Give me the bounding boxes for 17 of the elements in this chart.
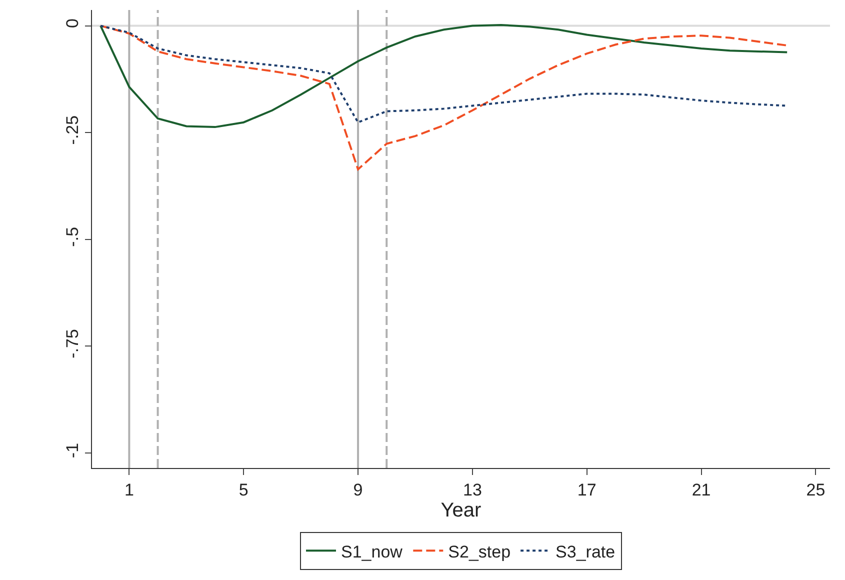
x-tick-label: 25 xyxy=(806,480,826,500)
x-tick-label: 5 xyxy=(238,480,248,500)
x-tick-label: 17 xyxy=(577,480,596,500)
y-tick-label: -.25 xyxy=(63,115,82,145)
legend-label: S1_now xyxy=(341,542,404,562)
y-tick-label: -1 xyxy=(63,442,82,458)
y-tick-label: -.5 xyxy=(63,226,82,247)
x-tick-label: 9 xyxy=(353,480,363,500)
line-series xyxy=(100,24,788,170)
y-tick-label: 0 xyxy=(63,18,82,28)
x-tick-label: 1 xyxy=(124,480,134,500)
x-tick-label: 13 xyxy=(462,480,482,500)
x-tick-label: 21 xyxy=(692,480,711,500)
x-axis-title: Year xyxy=(440,499,482,522)
legend-label: S2_step xyxy=(448,542,511,562)
y-tick-label: -.75 xyxy=(63,329,82,358)
legend-label: S3_rate xyxy=(556,542,616,562)
